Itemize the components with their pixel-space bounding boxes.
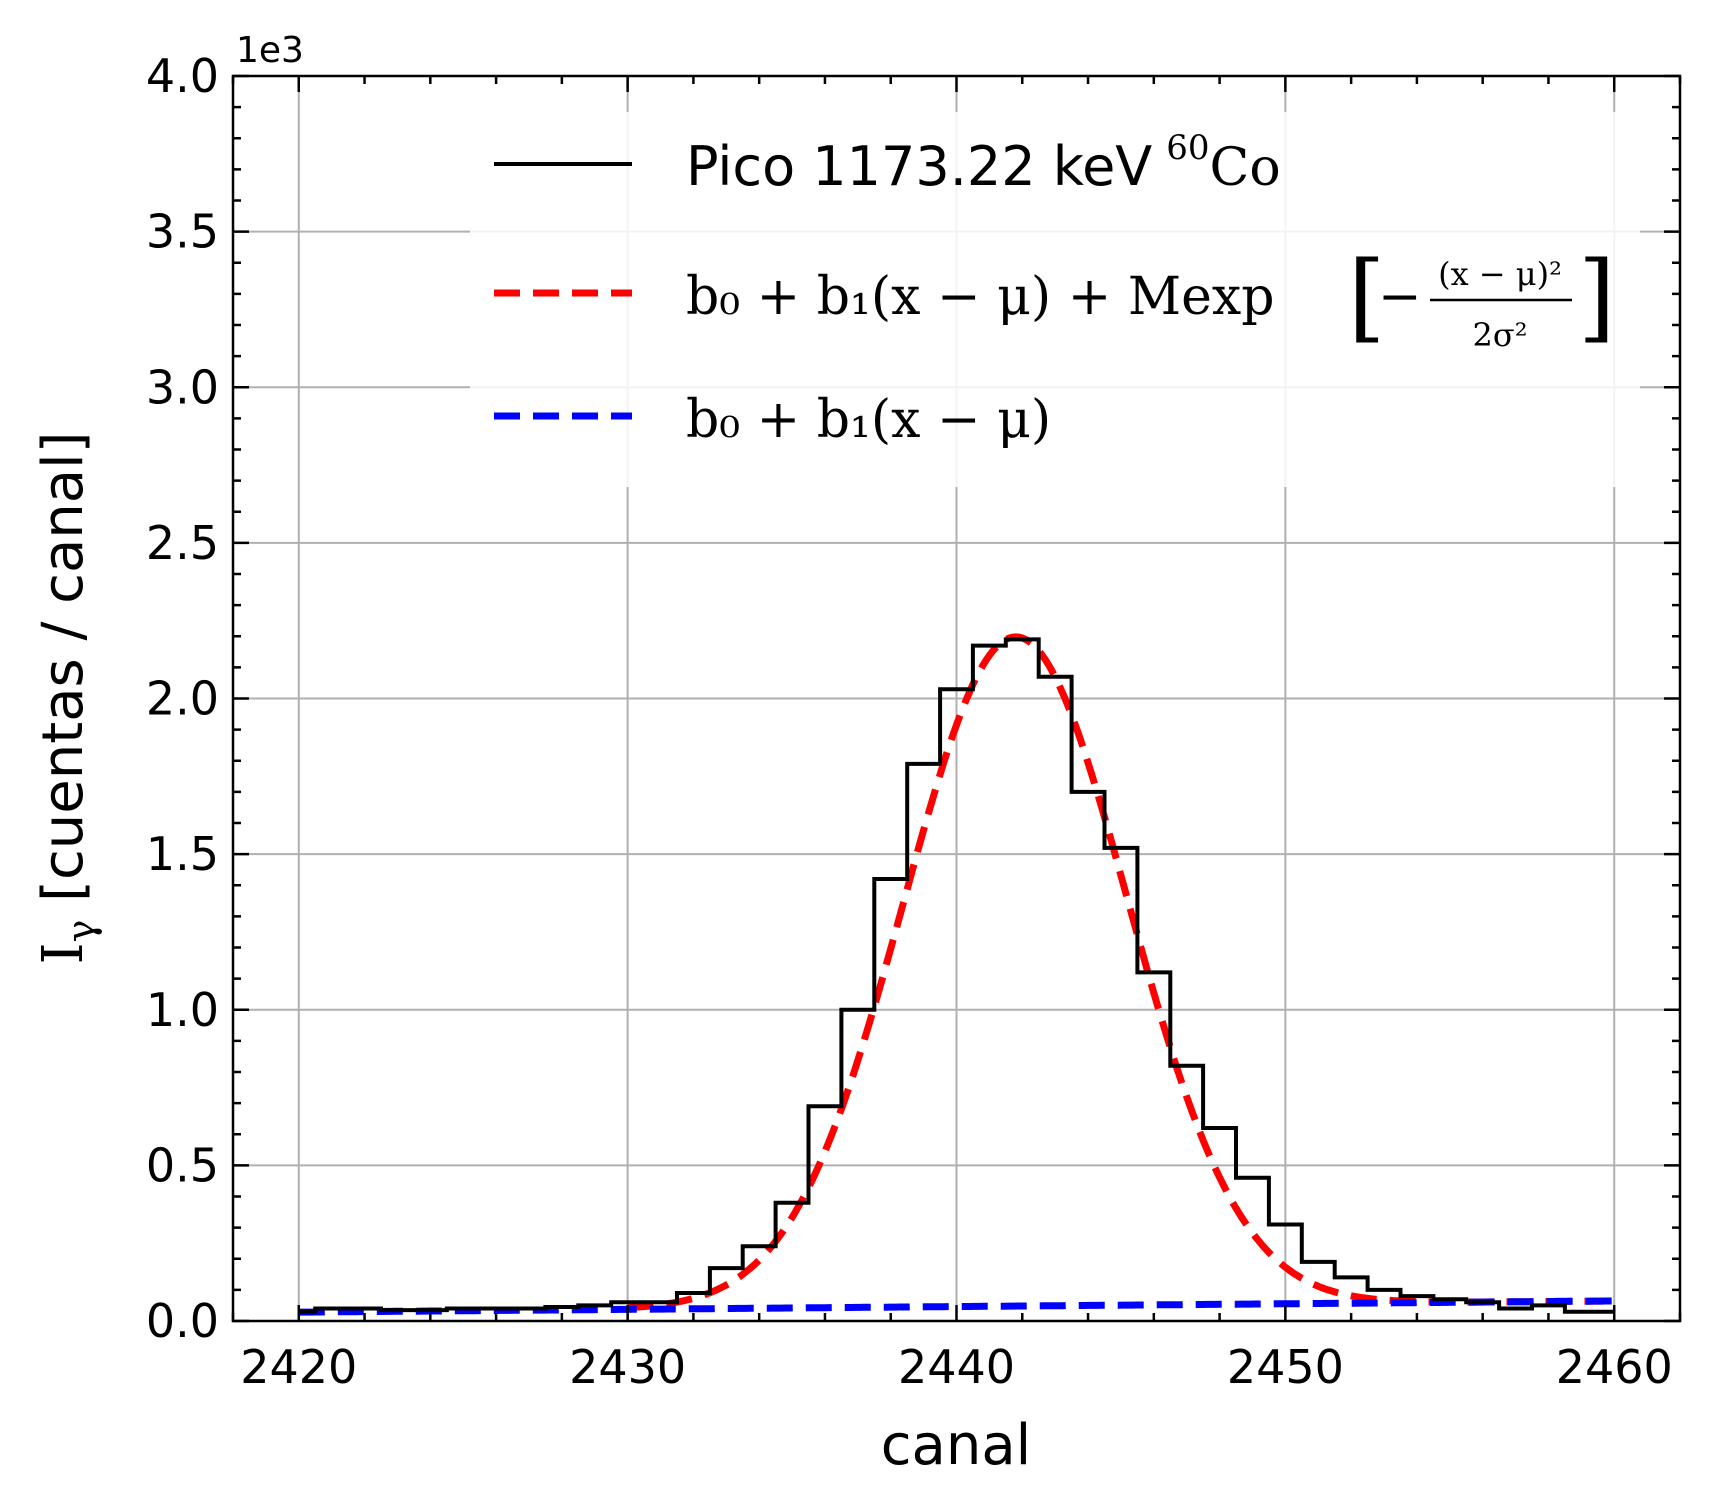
histogram-step-line xyxy=(298,637,1615,1314)
legend-fraction-denominator: 2σ² xyxy=(1472,316,1527,354)
y-axis-label-symbol: I xyxy=(31,942,96,964)
legend: Pico 1173.22 keV 60Co b₀ + b₁(x − μ) + Me… xyxy=(470,112,1640,487)
legend-entry-fit: b₀ + b₁(x − μ) + Mexp xyxy=(686,267,1274,327)
y-tick-label: 0.0 xyxy=(146,1294,219,1348)
y-tick-label: 2.0 xyxy=(146,672,219,726)
y-tick-label: 2.5 xyxy=(146,516,219,570)
y-offset-label: 1e3 xyxy=(236,30,304,71)
y-tick-label: 1.5 xyxy=(146,827,219,881)
svg-text:Iγ [cuentas / canal]: Iγ [cuentas / canal] xyxy=(31,432,103,965)
y-tick-label: 3.5 xyxy=(146,205,219,259)
y-tick-label: 3.0 xyxy=(146,360,219,414)
x-tick-label: 2430 xyxy=(569,1340,686,1394)
y-axis-label-text: [cuentas / canal] xyxy=(31,432,96,920)
legend-bracket-left: [ xyxy=(1348,241,1385,353)
x-axis-label: canal xyxy=(881,1413,1031,1478)
x-tick-label: 2460 xyxy=(1556,1340,1673,1394)
tick-labels: 2420 2430 2440 2450 2460 0.0 0.5 1.0 1.5 2.0 2.5 3.… xyxy=(146,49,1673,1394)
legend-entry-histogram: Pico 1173.22 keV 60Co xyxy=(686,128,1281,198)
x-tick-label: 2420 xyxy=(240,1340,357,1394)
legend-minus: − xyxy=(1378,267,1422,327)
x-tick-label: 2450 xyxy=(1227,1340,1344,1394)
plot-area xyxy=(298,633,1615,1316)
y-axis-label-subscript: γ xyxy=(59,920,103,943)
y-tick-label: 1.0 xyxy=(146,983,219,1037)
legend-fraction-numerator: (x − μ)² xyxy=(1438,255,1562,293)
x-tick-label: 2440 xyxy=(898,1340,1015,1394)
legend-entry-background: b₀ + b₁(x − μ) xyxy=(686,390,1051,450)
legend-bracket-right: ] xyxy=(1578,241,1615,353)
y-tick-label: 4.0 xyxy=(146,49,219,103)
y-tick-label: 0.5 xyxy=(146,1138,219,1192)
y-axis-label: Iγ [cuentas / canal] xyxy=(31,432,103,965)
plot-frame xyxy=(231,74,1682,1323)
